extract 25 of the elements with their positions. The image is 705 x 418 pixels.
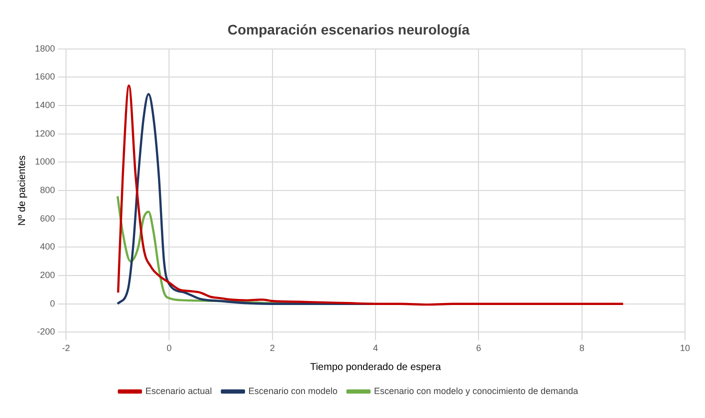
x-axis-title: Tiempo ponderado de espera bbox=[310, 362, 442, 373]
y-tick-label: 1400 bbox=[34, 100, 56, 110]
legend-label: Escenario actual bbox=[145, 386, 212, 396]
x-tick-label: 4 bbox=[373, 343, 378, 354]
y-tick-label: 400 bbox=[40, 242, 56, 252]
y-tick-label: 1000 bbox=[34, 156, 56, 167]
line-series bbox=[117, 84, 624, 306]
y-tick-label: -200 bbox=[37, 326, 56, 337]
x-tick-label: -2 bbox=[62, 343, 70, 354]
x-tick-label: 2 bbox=[270, 343, 275, 354]
chart-title: Comparación escenarios neurología bbox=[228, 21, 470, 38]
y-tick-label: 600 bbox=[40, 213, 56, 224]
legend-label: Escenario con modelo bbox=[248, 386, 338, 396]
y-tick-label: 200 bbox=[40, 270, 56, 280]
x-tick-label: 6 bbox=[476, 343, 482, 354]
y-tick-label: 800 bbox=[40, 184, 56, 195]
y-tick-label: 1200 bbox=[34, 128, 56, 138]
y-axis-title: Nº de pacientes bbox=[16, 155, 28, 226]
x-tick-label: 10 bbox=[680, 343, 690, 354]
x-tick-label: 8 bbox=[579, 343, 584, 354]
y-tick-label: 1800 bbox=[34, 43, 56, 54]
legend-label: Escenario con modelo y conocimiento de demanda bbox=[374, 386, 578, 396]
y-tick-label: 1600 bbox=[34, 72, 56, 82]
x-tick-label: 0 bbox=[166, 343, 172, 354]
y-tick-label: 0 bbox=[50, 298, 56, 308]
